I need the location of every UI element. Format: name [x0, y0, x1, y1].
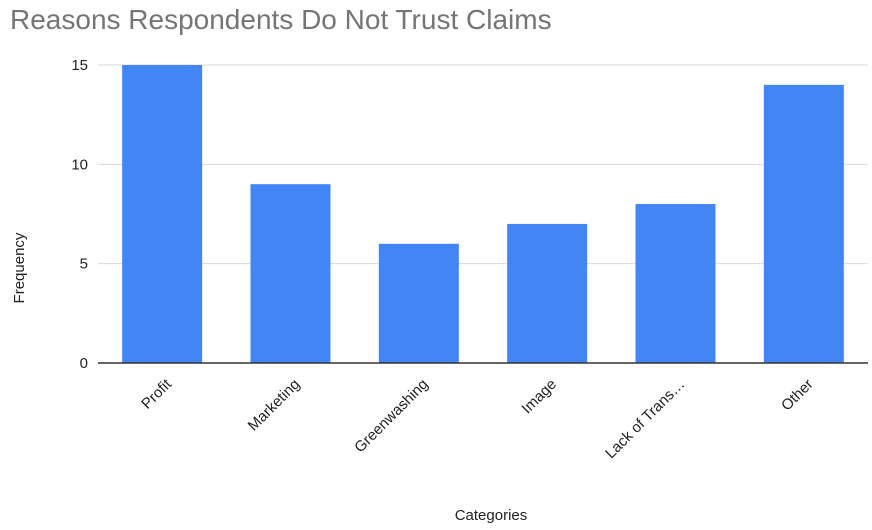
chart-title: Reasons Respondents Do Not Trust Claims	[10, 4, 552, 35]
x-tick-label: Greenwashing	[351, 376, 431, 456]
bar[interactable]	[378, 243, 459, 363]
y-tick-label: 5	[80, 256, 88, 273]
bar[interactable]	[763, 84, 844, 363]
y-tick-label: 10	[71, 156, 88, 173]
y-tick-label: 0	[80, 355, 88, 372]
bar[interactable]	[507, 223, 588, 363]
x-axis-label: Categories	[455, 507, 528, 524]
y-tick-label: 15	[71, 57, 88, 74]
bar[interactable]	[122, 65, 203, 363]
bar[interactable]	[250, 184, 331, 363]
x-tick-label: Lack of Trans…	[602, 376, 688, 462]
x-tick-label: Other	[778, 376, 817, 415]
bar[interactable]	[635, 204, 716, 363]
y-axis-label: Frequency	[11, 232, 28, 303]
x-tick-label: Image	[518, 376, 560, 418]
x-tick-label: Profit	[138, 375, 175, 412]
x-tick-label: Marketing	[245, 376, 304, 435]
